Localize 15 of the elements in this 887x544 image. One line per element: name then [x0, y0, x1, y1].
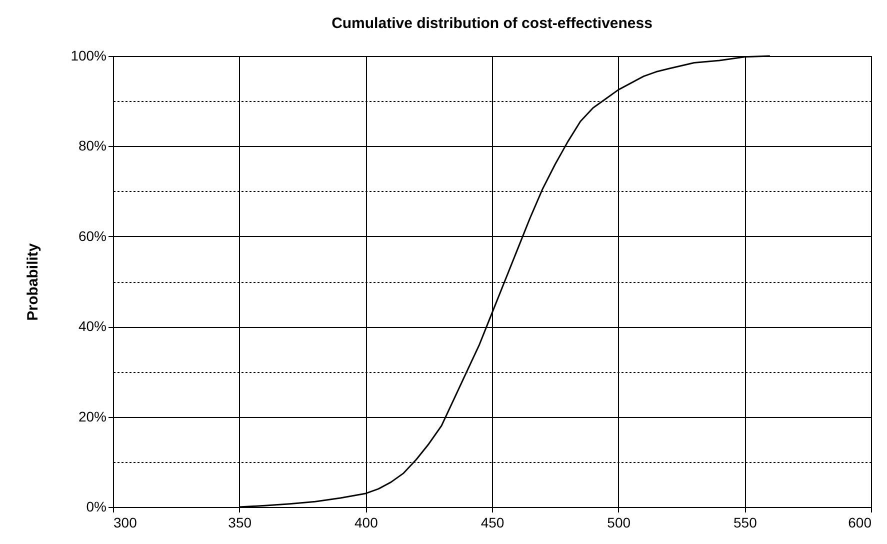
y-tick-label: 20%: [78, 408, 106, 424]
y-tick-label: 40%: [78, 318, 106, 334]
y-axis-title: Probability: [24, 242, 42, 321]
x-tick-label: 500: [607, 514, 631, 530]
x-tick-label: 600: [848, 514, 872, 530]
x-tick-label: 550: [733, 514, 758, 530]
x-tick-label: 350: [228, 514, 252, 530]
y-tick-label: 80%: [78, 138, 106, 154]
x-tick-label: 300: [114, 514, 138, 530]
x-tick-label: 450: [480, 514, 504, 530]
y-tick-label: 0%: [86, 498, 106, 514]
y-tick-label: 60%: [78, 228, 106, 244]
x-tick-label: 400: [354, 514, 378, 530]
y-tick-label: 100%: [70, 48, 106, 64]
chart-title: Cumulative distribution of cost-effectiveness: [332, 15, 652, 32]
